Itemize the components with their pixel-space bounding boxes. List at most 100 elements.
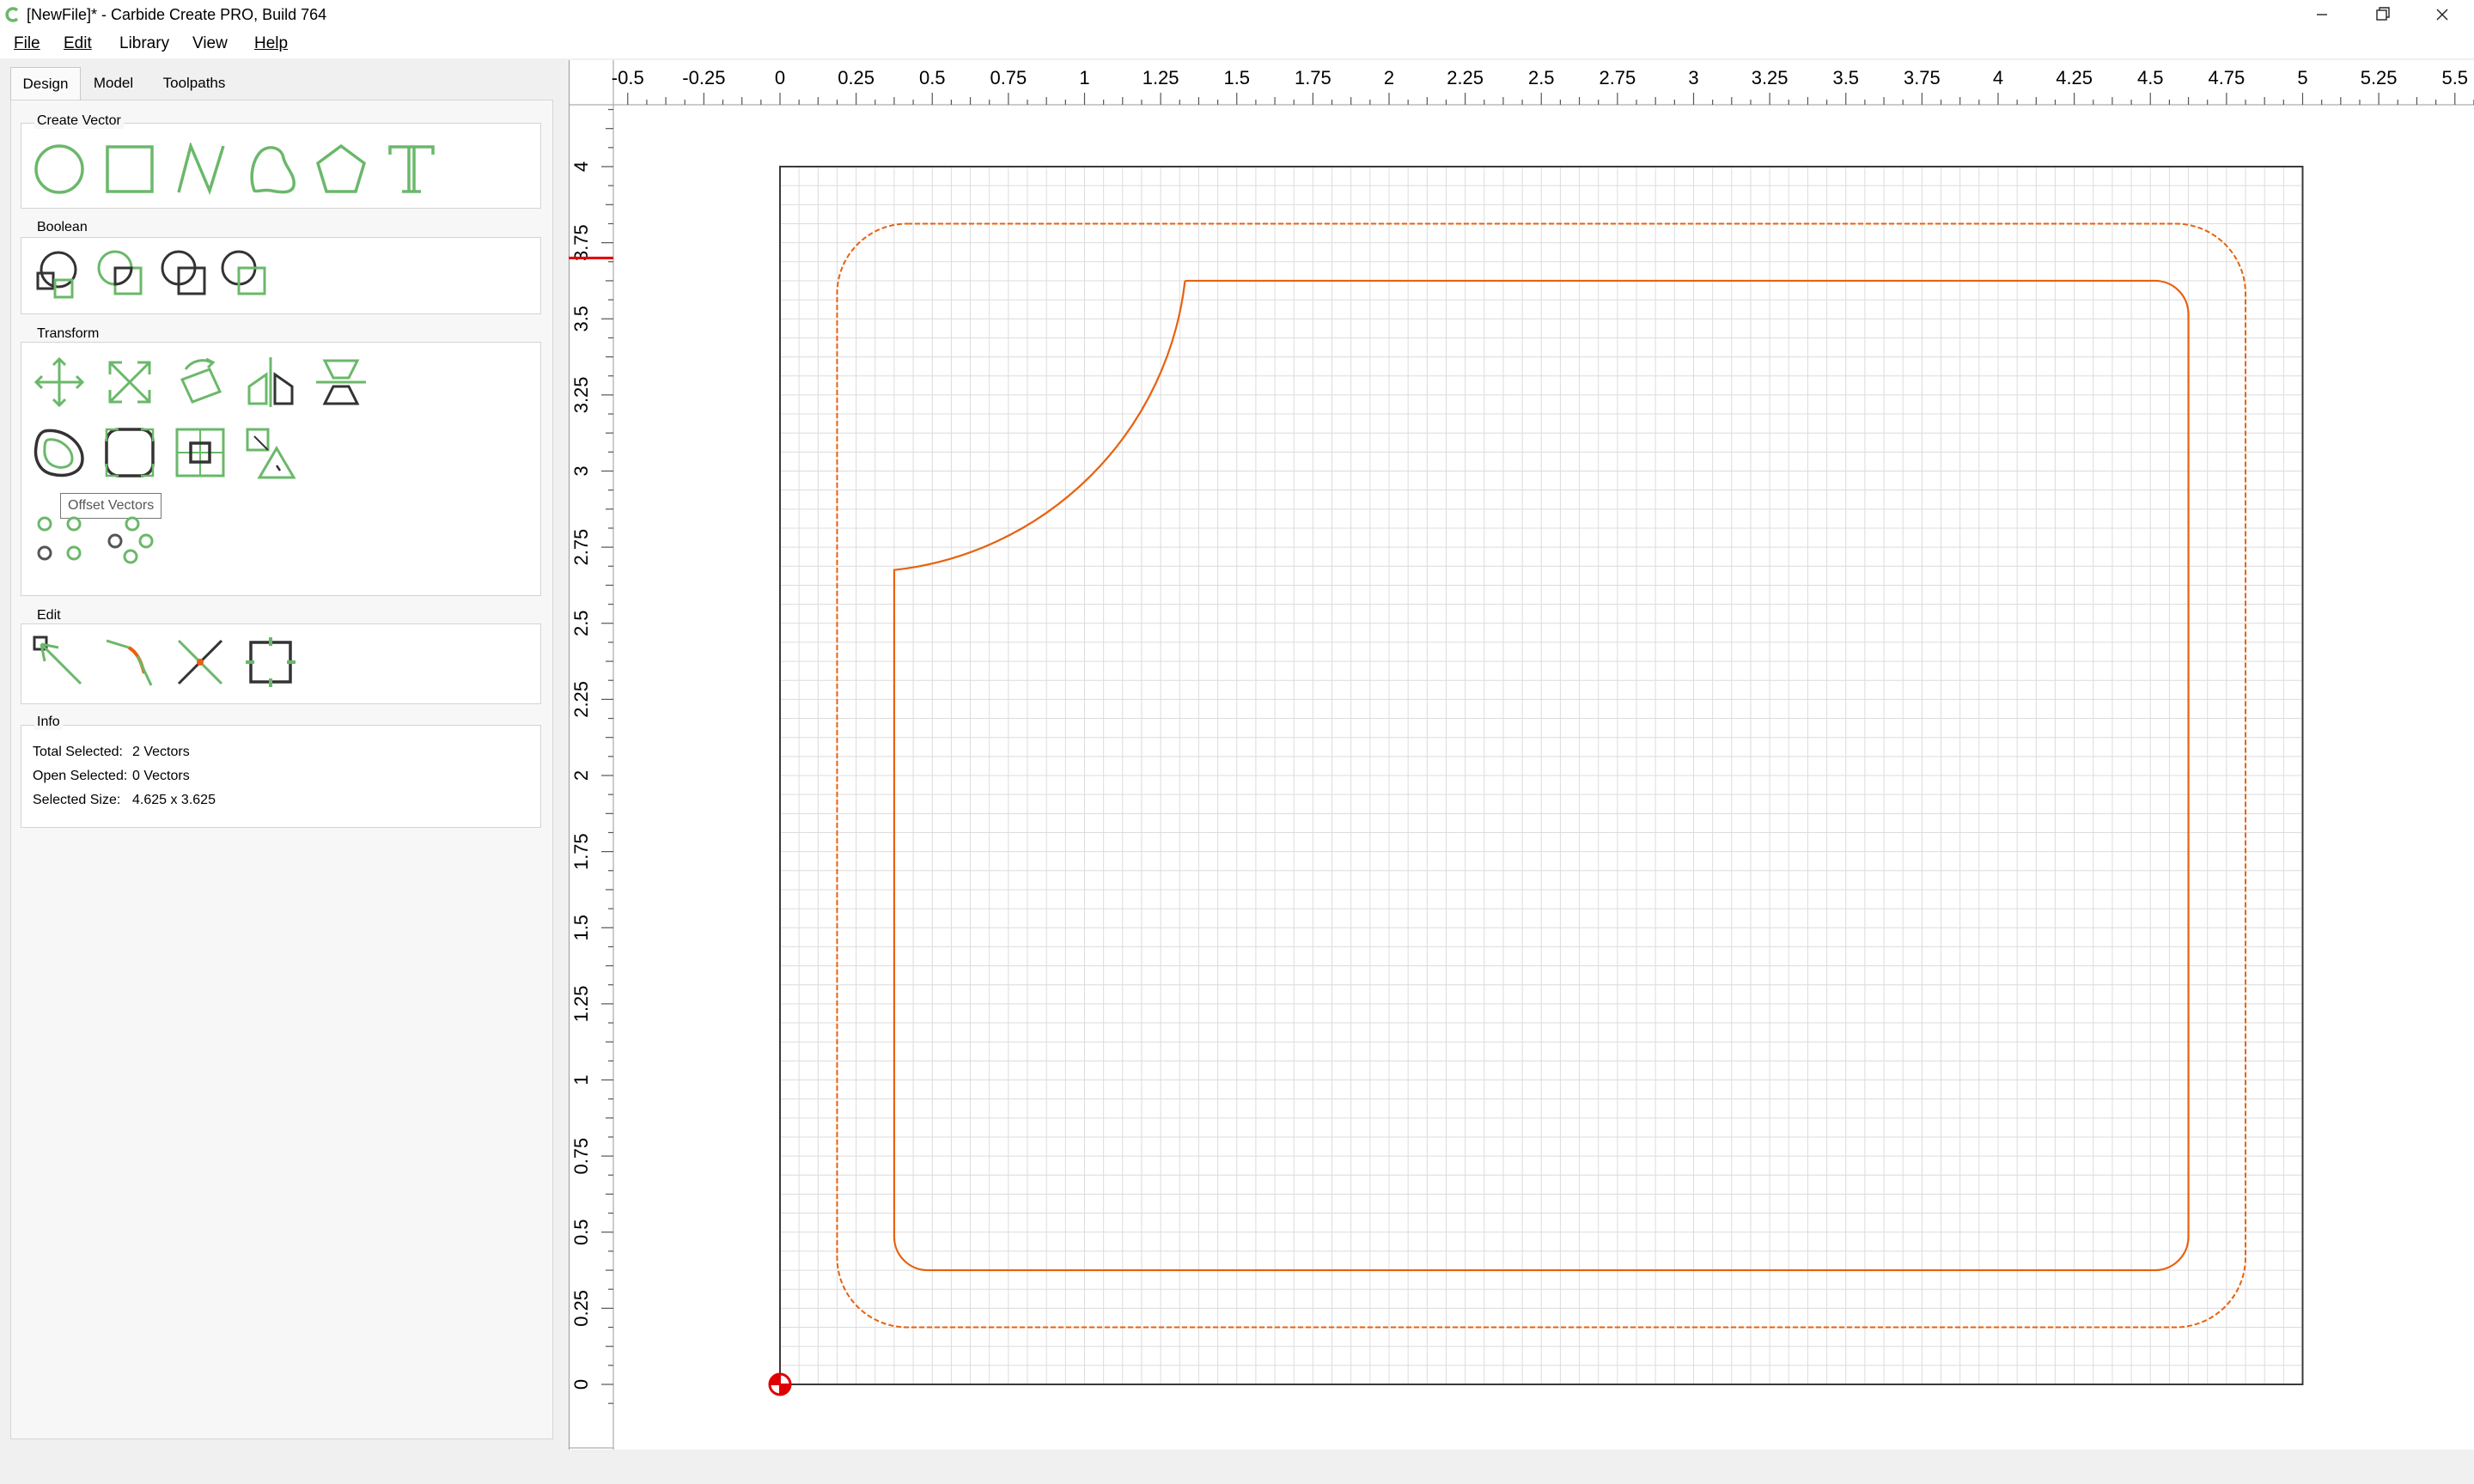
- weld-tool[interactable]: [174, 426, 227, 479]
- rectangle-icon: [106, 145, 154, 193]
- horizontal-ruler: [569, 60, 2474, 105]
- boolean-subtract-tool[interactable]: [94, 249, 148, 302]
- text-tool[interactable]: [385, 143, 438, 196]
- x-ruler-label: 3.75: [1904, 67, 1941, 88]
- x-ruler-label: 4.75: [2208, 67, 2245, 88]
- tab-design[interactable]: Design: [10, 67, 81, 100]
- x-ruler-label: 1.75: [1295, 67, 1331, 88]
- y-ruler-label: 0.25: [570, 1290, 592, 1327]
- x-ruler-label: 5.5: [2441, 67, 2468, 88]
- vertical-ruler: [569, 60, 613, 1450]
- y-ruler-label: 1: [570, 1074, 592, 1085]
- y-ruler-label: 3.75: [570, 224, 592, 261]
- menu-library-label: Library: [119, 34, 170, 52]
- grid: [779, 166, 2303, 1385]
- y-ruler-label: 3: [570, 465, 592, 476]
- weld-icon: [175, 428, 225, 477]
- close-button[interactable]: [2412, 0, 2472, 29]
- boolean-union-icon: [36, 251, 77, 299]
- boolean-exclude-tool[interactable]: [218, 249, 271, 302]
- menu-library[interactable]: Library: [119, 34, 169, 53]
- rotate-tool[interactable]: [174, 356, 227, 409]
- offset-vectors-tooltip: Offset Vectors: [60, 493, 162, 519]
- polyline-icon: [177, 141, 225, 196]
- join-vectors-tool[interactable]: [103, 636, 156, 689]
- scale-arrows-icon: [108, 361, 151, 404]
- scale-tool[interactable]: [103, 356, 156, 409]
- node-edit-tool[interactable]: [33, 636, 86, 689]
- offset-vector[interactable]: [836, 222, 2247, 1329]
- trim-tool[interactable]: [244, 426, 297, 479]
- menu-edit-label: Edit: [64, 34, 92, 52]
- x-ruler-label: -0.5: [612, 67, 644, 88]
- boolean-union-tool[interactable]: [33, 249, 86, 302]
- x-ruler-label: 5.25: [2361, 67, 2398, 88]
- menu-bar: File Edit Library View Help: [0, 29, 2474, 58]
- selected-size-label: Selected Size:: [33, 793, 121, 807]
- x-ruler-label: 2.25: [1447, 67, 1484, 88]
- selected-size-value: 4.625 x 3.625: [132, 793, 216, 807]
- array-circle-tool[interactable]: [103, 512, 156, 565]
- y-ruler-label: 3.25: [570, 376, 592, 413]
- rotate-icon: [180, 357, 222, 404]
- x-ruler-label: 4.25: [2056, 67, 2093, 88]
- menu-view-label: View: [192, 34, 228, 52]
- curve-icon: [250, 146, 296, 194]
- create-vector-label: Create Vector: [34, 113, 124, 129]
- menu-file[interactable]: File: [14, 34, 40, 53]
- y-ruler-label: 2.25: [570, 681, 592, 718]
- restore-icon: [2376, 7, 2390, 21]
- cut-vectors-tool[interactable]: [174, 636, 227, 689]
- open-selected-value: 0 Vectors: [132, 769, 190, 783]
- rectangle-tool[interactable]: [103, 143, 156, 196]
- info-label: Info: [34, 715, 63, 730]
- canvas-svg[interactable]: -0.5 -0.25 0 0.25 0.5 0.75 1 1.25 1.5 1.75 2 2.25 2.…: [569, 60, 2474, 1450]
- x-ruler-label: 4: [1993, 67, 2003, 88]
- set-bounds-tool[interactable]: [244, 636, 297, 689]
- tab-toolpaths[interactable]: Toolpaths: [162, 75, 226, 91]
- y-ruler-label: 0: [570, 1379, 592, 1390]
- x-ruler-label: -0.25: [682, 67, 725, 88]
- menu-help[interactable]: Help: [254, 34, 288, 53]
- cut-vectors-icon: [177, 639, 223, 685]
- boolean-intersect-tool[interactable]: [158, 249, 211, 302]
- offset-vectors-tool[interactable]: [33, 426, 86, 479]
- app-icon: [5, 7, 19, 22]
- design-canvas[interactable]: -0.5 -0.25 0 0.25 0.5 0.75 1 1.25 1.5 1.75 2 2.25 2.…: [569, 60, 2474, 1450]
- horizontal-ruler-ticks: -0.5 -0.25 0 0.25 0.5 0.75 1 1.25 1.5 1.75 2 2.25 2.…: [612, 67, 2474, 105]
- circle-tool[interactable]: [33, 143, 86, 196]
- pentagon-icon: [315, 143, 367, 193]
- fillet-tool[interactable]: [103, 426, 156, 479]
- window-title: [NewFile]* - Carbide Create PRO, Build 7…: [27, 6, 327, 23]
- boolean-exclude-icon: [221, 250, 266, 295]
- menu-edit[interactable]: Edit: [64, 34, 92, 53]
- align-tool[interactable]: [314, 356, 368, 409]
- x-ruler-label: 1: [1079, 67, 1089, 88]
- minimize-icon: [2317, 14, 2327, 15]
- stock-outline: [779, 166, 2304, 1385]
- circle-icon: [34, 144, 84, 194]
- restore-button[interactable]: [2352, 0, 2412, 29]
- tab-model[interactable]: Model: [93, 75, 134, 91]
- polygon-tool[interactable]: [314, 143, 368, 196]
- array-circle-icon: [107, 516, 154, 564]
- mirror-tool[interactable]: [244, 356, 297, 409]
- curve-tool[interactable]: [246, 143, 299, 196]
- move-tool[interactable]: [33, 356, 86, 409]
- close-icon: [2436, 9, 2448, 21]
- x-ruler-label: 2: [1384, 67, 1394, 88]
- y-ruler-label: 1.75: [570, 833, 592, 870]
- array-grid-tool[interactable]: [33, 512, 86, 565]
- x-ruler-label: 0.25: [838, 67, 874, 88]
- align-icon: [316, 359, 366, 405]
- x-ruler-label: 2.75: [1599, 67, 1636, 88]
- node-edit-icon: [33, 636, 82, 685]
- x-ruler-label: 2.5: [1528, 67, 1555, 88]
- x-ruler-label: 0.5: [919, 67, 946, 88]
- minimize-button[interactable]: [2292, 0, 2352, 29]
- trim-icon: [246, 428, 296, 479]
- offset-vectors-icon: [34, 429, 84, 477]
- menu-view[interactable]: View: [192, 34, 228, 53]
- polyline-tool[interactable]: [174, 141, 227, 196]
- selected-vector[interactable]: [893, 279, 2190, 1272]
